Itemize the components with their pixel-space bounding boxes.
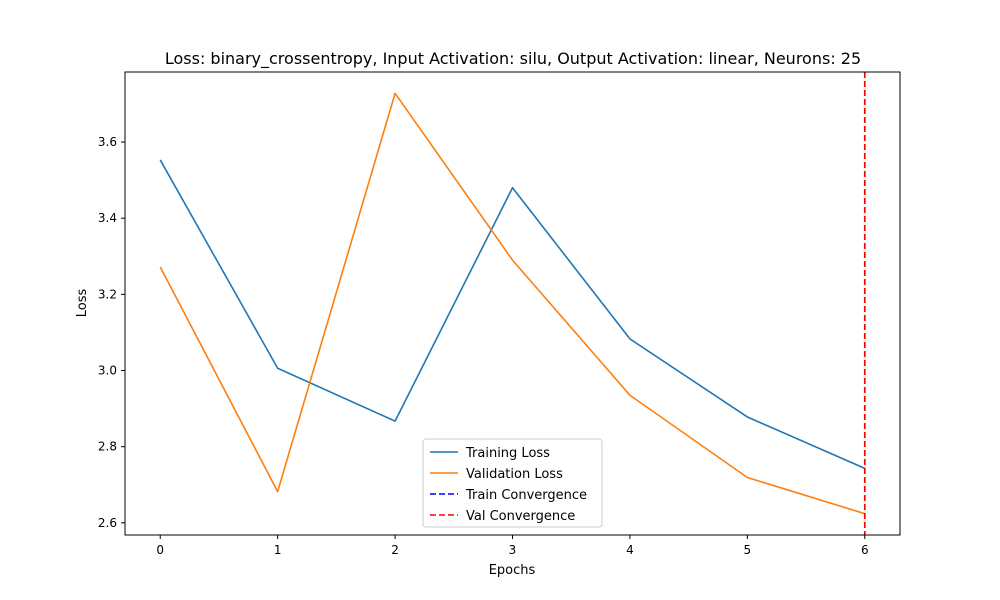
y-tick-label: 2.8	[98, 440, 117, 454]
y-tick-label: 3.0	[98, 364, 117, 378]
x-axis-label: Epochs	[489, 563, 536, 578]
x-tick-label: 2	[391, 543, 399, 557]
x-tick-label: 4	[626, 543, 634, 557]
series-line-training-loss	[159, 159, 866, 470]
x-tick-label: 1	[274, 543, 282, 557]
y-axis-label: Loss	[75, 289, 90, 318]
series-lines	[159, 92, 866, 515]
y-tick-label: 3.4	[98, 211, 117, 225]
x-tick-label: 6	[861, 543, 869, 557]
y-tick-label: 2.6	[98, 516, 117, 530]
y-tick-label: 3.6	[98, 135, 117, 149]
legend-val-convergence-label: Val Convergence	[466, 509, 575, 524]
x-tick-label: 5	[744, 543, 752, 557]
x-tick-label: 0	[156, 543, 164, 557]
x-tick-label: 3	[509, 543, 517, 557]
series-line-validation-loss	[159, 92, 866, 515]
y-axis-ticks: 2.6 2.8 3.0 3.2 3.4 3.6	[98, 135, 125, 530]
legend-training-loss-label: Training Loss	[465, 446, 550, 461]
y-tick-label: 3.2	[98, 287, 117, 301]
legend-box	[422, 438, 603, 528]
chart-title: Loss: binary_crossentropy, Input Activat…	[165, 49, 861, 69]
x-axis-ticks: 0 1 2 3 4 5 6	[156, 535, 869, 557]
legend: Training Loss Validation Loss Train Conver…	[422, 438, 603, 528]
legend-train-convergence-label: Train Convergence	[465, 488, 587, 503]
legend-validation-loss-label: Validation Loss	[466, 467, 563, 482]
